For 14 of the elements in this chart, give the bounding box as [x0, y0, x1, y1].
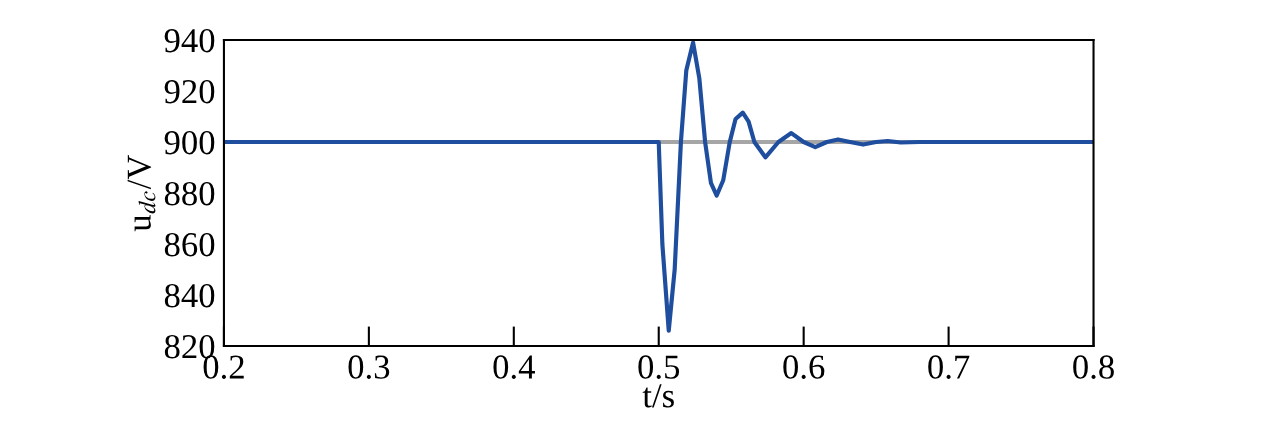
y-axis-title: u$_{dc}$/V — [127, 155, 156, 232]
y-tick-label: 840 — [164, 283, 215, 308]
y-tick-label: 920 — [164, 79, 215, 104]
x-tick-label: 0.8 — [1073, 355, 1114, 379]
y-tick-label: 860 — [164, 232, 215, 257]
x-axis-title: t/s — [642, 384, 674, 408]
x-tick-label: 0.7 — [928, 355, 970, 379]
y-tick-label: 880 — [164, 181, 215, 206]
x-tick-label: 0.5 — [638, 355, 680, 379]
x-tick-label: 0.6 — [783, 355, 825, 379]
x-tick-label: 0.4 — [493, 355, 535, 379]
y-tick-label: 940 — [164, 28, 215, 53]
y-tick-label: 900 — [164, 130, 215, 155]
x-tick-label: 0.3 — [348, 355, 390, 379]
